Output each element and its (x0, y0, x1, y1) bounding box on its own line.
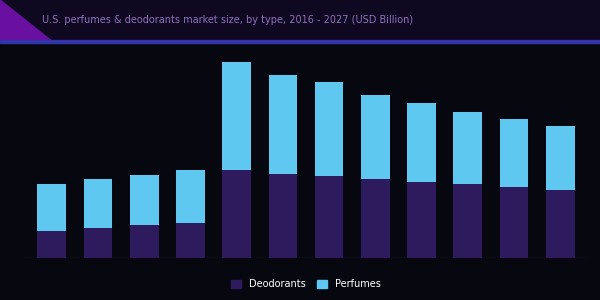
Bar (223, 169, 251, 258)
Bar (315, 176, 343, 258)
Bar (269, 75, 297, 174)
Bar (37, 184, 66, 231)
Bar (500, 118, 529, 187)
Bar (130, 175, 158, 225)
Bar (37, 231, 66, 258)
Bar (130, 225, 158, 258)
Bar (176, 223, 205, 258)
Bar (407, 103, 436, 182)
Bar (500, 187, 529, 258)
Bar (223, 61, 251, 170)
Bar (407, 182, 436, 258)
Bar (176, 169, 205, 223)
Bar (546, 126, 575, 190)
Text: U.S. perfumes & deodorants market size, by type, 2016 - 2027 (USD Billion): U.S. perfumes & deodorants market size, … (42, 15, 413, 25)
Bar (454, 184, 482, 258)
Bar (546, 190, 575, 258)
Bar (83, 228, 112, 258)
Bar (315, 82, 343, 176)
Bar (361, 179, 389, 258)
Bar (361, 95, 389, 179)
Bar (83, 179, 112, 228)
Legend: Deodorants, Perfumes: Deodorants, Perfumes (229, 276, 383, 292)
Bar (269, 174, 297, 258)
Bar (454, 112, 482, 184)
